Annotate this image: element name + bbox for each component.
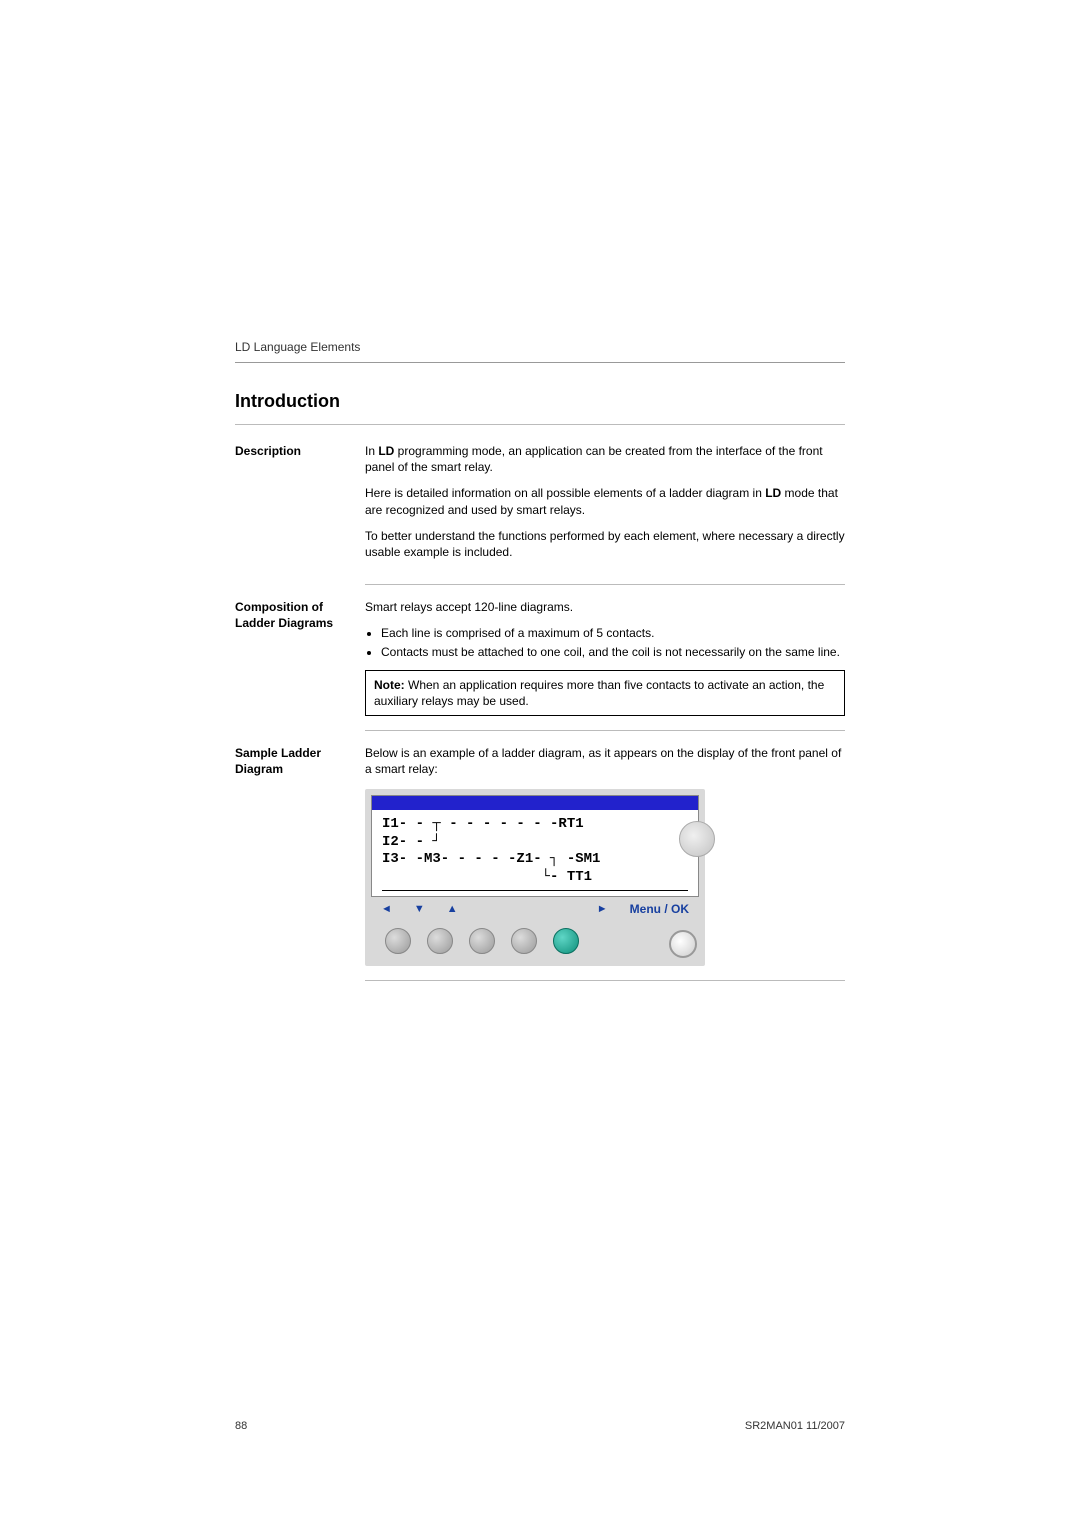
running-head: LD Language Elements bbox=[235, 340, 845, 354]
sample-intro: Below is an example of a ladder diagram,… bbox=[365, 745, 845, 777]
sample-block: Sample Ladder Diagram Below is an exampl… bbox=[235, 745, 845, 999]
smart-relay-device: I1- - ┬ - - - - - - -RT1 I2- - ┘ I3- -M3… bbox=[365, 789, 705, 965]
nav-button-left[interactable] bbox=[385, 928, 411, 954]
button-row bbox=[371, 920, 699, 960]
rule-top bbox=[235, 362, 845, 363]
rule-mid-1 bbox=[365, 584, 845, 585]
side-knob bbox=[679, 821, 715, 857]
nav-button-right[interactable] bbox=[511, 928, 537, 954]
menu-ok-label: Menu / OK bbox=[630, 901, 689, 917]
page-number: 88 bbox=[235, 1420, 247, 1432]
text-span: In bbox=[365, 444, 378, 458]
description-p1: In LD programming mode, an application c… bbox=[365, 443, 845, 475]
arrow-left-icon: ◄ bbox=[381, 904, 392, 915]
arrow-down-icon: ▼ bbox=[414, 904, 425, 915]
composition-content: Smart relays accept 120-line diagrams. E… bbox=[365, 599, 845, 716]
menu-row: ◄ ▼ ▲ ► Menu / OK bbox=[371, 897, 699, 919]
section-title: Introduction bbox=[235, 391, 845, 412]
lcd-divider bbox=[382, 890, 688, 891]
description-label: Description bbox=[235, 443, 365, 570]
composition-list: Each line is comprised of a maximum of 5… bbox=[381, 625, 845, 659]
arrow-right-icon: ► bbox=[597, 904, 608, 915]
description-block: Description In LD programming mode, an a… bbox=[235, 443, 845, 570]
rule-under-device bbox=[365, 980, 845, 981]
rule-under-title bbox=[235, 424, 845, 425]
document-page: LD Language Elements Introduction Descri… bbox=[235, 340, 845, 1013]
text-span: Here is detailed information on all poss… bbox=[365, 486, 765, 500]
device-wrap: I1- - ┬ - - - - - - -RT1 I2- - ┘ I3- -M3… bbox=[365, 789, 705, 965]
composition-block: Composition of Ladder Diagrams Smart rel… bbox=[235, 599, 845, 716]
description-p3: To better understand the functions perfo… bbox=[365, 528, 845, 560]
list-item: Each line is comprised of a maximum of 5… bbox=[381, 625, 845, 641]
list-item: Contacts must be attached to one coil, a… bbox=[381, 644, 845, 660]
lcd-screen: I1- - ┬ - - - - - - -RT1 I2- - ┘ I3- -M3… bbox=[371, 795, 699, 897]
page-footer: 88 SR2MAN01 11/2007 bbox=[235, 1420, 845, 1432]
rule-mid-2 bbox=[365, 730, 845, 731]
description-content: In LD programming mode, an application c… bbox=[365, 443, 845, 570]
lcd-titlebar bbox=[372, 796, 698, 810]
sample-label: Sample Ladder Diagram bbox=[235, 745, 365, 999]
text-bold: LD bbox=[378, 444, 394, 458]
lcd-content: I1- - ┬ - - - - - - -RT1 I2- - ┘ I3- -M3… bbox=[372, 810, 698, 888]
description-p2: Here is detailed information on all poss… bbox=[365, 485, 845, 517]
note-label: Note: bbox=[374, 678, 405, 692]
composition-intro: Smart relays accept 120-line diagrams. bbox=[365, 599, 845, 615]
text-span: programming mode, an application can be … bbox=[365, 444, 823, 474]
text-bold: LD bbox=[765, 486, 781, 500]
sample-content: Below is an example of a ladder diagram,… bbox=[365, 745, 845, 999]
nav-button-up[interactable] bbox=[469, 928, 495, 954]
side-ok-button[interactable] bbox=[669, 930, 697, 958]
arrow-up-icon: ▲ bbox=[447, 904, 458, 915]
lcd-line: └- TT1 bbox=[382, 869, 592, 885]
nav-button-down[interactable] bbox=[427, 928, 453, 954]
note-text: When an application requires more than f… bbox=[374, 678, 824, 708]
lcd-line: I2- - ┘ bbox=[382, 834, 441, 850]
composition-label: Composition of Ladder Diagrams bbox=[235, 599, 365, 716]
note-box: Note: When an application requires more … bbox=[365, 670, 845, 716]
menu-ok-button[interactable] bbox=[553, 928, 579, 954]
lcd-line: I3- -M3- - - - -Z1- ┐ -SM1 bbox=[382, 851, 600, 867]
doc-reference: SR2MAN01 11/2007 bbox=[745, 1420, 845, 1432]
lcd-line: I1- - ┬ - - - - - - -RT1 bbox=[382, 816, 584, 832]
